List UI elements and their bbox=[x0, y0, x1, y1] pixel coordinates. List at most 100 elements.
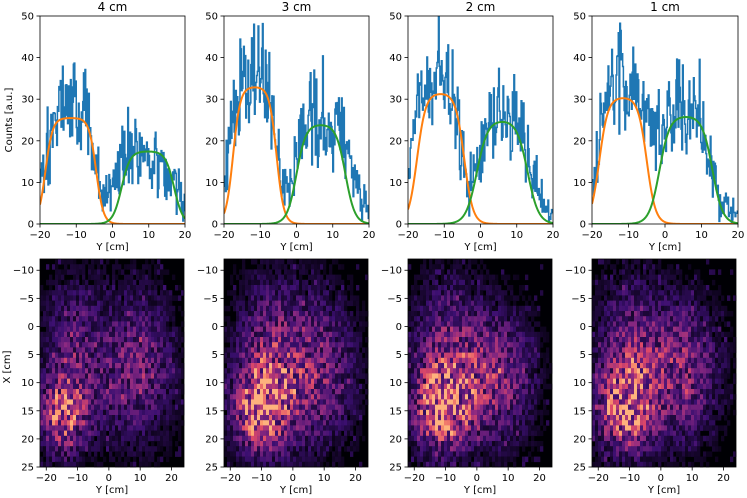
x-tick-label: −20 bbox=[588, 473, 609, 484]
y-tick-label: 15 bbox=[573, 406, 586, 417]
y-tick-label: 0 bbox=[28, 220, 34, 231]
y-tick-label: 20 bbox=[21, 136, 34, 147]
histogram-line bbox=[408, 16, 553, 224]
heatmap-cells bbox=[408, 259, 553, 468]
y-tick-label: 0 bbox=[28, 322, 34, 333]
panel-title: 1 cm bbox=[650, 0, 680, 14]
y-tick-label: 50 bbox=[21, 12, 34, 23]
x-tick-label: 10 bbox=[142, 230, 155, 241]
y-tick-label: 0 bbox=[396, 322, 402, 333]
x-tick-label: −10 bbox=[435, 473, 456, 484]
y-tick-label: 0 bbox=[580, 322, 586, 333]
y-tick-label: 25 bbox=[21, 463, 34, 474]
x-tick-label: 0 bbox=[106, 473, 112, 484]
x-axis-label: Y [cm] bbox=[463, 485, 496, 496]
x-axis-label: Y [cm] bbox=[95, 242, 128, 253]
x-tick-label: 20 bbox=[349, 473, 362, 484]
x-tick-label: −20 bbox=[581, 230, 602, 241]
heatmap-panel: −20 −10 0 10 20 −10 −5 0 5 10 15 20 25 Y [cm] bbox=[13, 258, 185, 496]
y-tick-label: 0 bbox=[396, 220, 402, 231]
x-tick-label: 20 bbox=[363, 230, 376, 241]
y-tick-label: 25 bbox=[573, 463, 586, 474]
right-fit-curve bbox=[40, 150, 185, 224]
y-tick-label: 50 bbox=[205, 12, 218, 23]
y-tick-label: 40 bbox=[205, 53, 218, 64]
y-tick-label: 30 bbox=[389, 95, 402, 106]
x-tick-label: 10 bbox=[686, 473, 699, 484]
x-tick-label: −10 bbox=[250, 230, 271, 241]
x-tick-label: 0 bbox=[293, 230, 299, 241]
heatmap-panel: −20 −10 0 10 20 −10 −5 0 5 10 15 20 25 Y [cm] bbox=[381, 258, 553, 496]
x-tick-label: −10 bbox=[434, 230, 455, 241]
y-tick-label: 40 bbox=[21, 53, 34, 64]
y-tick-label: 20 bbox=[573, 434, 586, 445]
y-tick-label: 0 bbox=[580, 220, 586, 231]
profile-panel: −20 −10 0 10 20 0 10 20 30 40 50 1 cm Y [cm] bbox=[573, 0, 744, 253]
x-axis-label: Y [cm] bbox=[279, 242, 312, 253]
x-tick-label: −20 bbox=[213, 230, 234, 241]
heatmap-panel: −20 −10 0 10 20 −10 −5 0 5 10 15 20 25 Y [cm] bbox=[197, 258, 369, 496]
y-tick-label: 10 bbox=[389, 178, 402, 189]
y-tick-label: 25 bbox=[389, 463, 402, 474]
panel-title: 2 cm bbox=[466, 0, 496, 14]
y-tick-label: −10 bbox=[565, 266, 586, 277]
x-tick-label: 10 bbox=[502, 473, 515, 484]
axes-frame bbox=[591, 258, 737, 468]
bottom-row-ylabel: X [cm] bbox=[2, 350, 13, 383]
heatmap-cells bbox=[592, 259, 737, 468]
y-tick-label: −5 bbox=[571, 294, 586, 305]
x-tick-label: 20 bbox=[165, 473, 178, 484]
y-tick-label: 0 bbox=[212, 220, 218, 231]
x-tick-label: 20 bbox=[179, 230, 192, 241]
y-tick-label: 20 bbox=[21, 434, 34, 445]
y-tick-label: 15 bbox=[389, 406, 402, 417]
histogram-line bbox=[224, 22, 369, 222]
x-tick-label: 10 bbox=[134, 473, 147, 484]
y-tick-label: −10 bbox=[13, 266, 34, 277]
x-tick-label: 20 bbox=[717, 473, 730, 484]
y-tick-label: 20 bbox=[573, 136, 586, 147]
x-tick-label: −20 bbox=[397, 230, 418, 241]
profile-panel: −20 −10 0 10 20 0 10 20 30 40 50 3 cm Y [cm] bbox=[205, 0, 375, 253]
x-tick-label: 20 bbox=[732, 230, 745, 241]
x-tick-label: −20 bbox=[220, 473, 241, 484]
x-tick-label: 0 bbox=[658, 473, 664, 484]
y-tick-label: 10 bbox=[389, 378, 402, 389]
y-tick-label: 30 bbox=[21, 95, 34, 106]
x-axis-label: Y [cm] bbox=[95, 485, 128, 496]
left-fit-curve bbox=[592, 97, 738, 224]
y-tick-label: 20 bbox=[389, 434, 402, 445]
y-tick-label: 10 bbox=[205, 378, 218, 389]
y-tick-label: −5 bbox=[203, 294, 218, 305]
y-tick-label: −10 bbox=[197, 266, 218, 277]
y-tick-label: 20 bbox=[205, 434, 218, 445]
y-tick-label: 25 bbox=[205, 463, 218, 474]
x-tick-label: 20 bbox=[533, 473, 546, 484]
y-tick-label: 10 bbox=[21, 378, 34, 389]
y-tick-label: 10 bbox=[205, 178, 218, 189]
right-fit-curve bbox=[224, 124, 369, 224]
y-tick-label: 50 bbox=[389, 12, 402, 23]
x-tick-label: −10 bbox=[251, 473, 272, 484]
x-tick-label: −20 bbox=[36, 473, 57, 484]
y-tick-label: 5 bbox=[580, 350, 586, 361]
y-tick-label: 10 bbox=[573, 378, 586, 389]
axes-frame bbox=[223, 258, 369, 468]
axes-frame bbox=[407, 258, 553, 468]
x-tick-label: −10 bbox=[67, 473, 88, 484]
heatmap-cells bbox=[224, 259, 369, 468]
y-tick-label: 5 bbox=[28, 350, 34, 361]
panel-title: 4 cm bbox=[98, 0, 128, 14]
y-tick-label: 5 bbox=[396, 350, 402, 361]
y-tick-label: 10 bbox=[21, 178, 34, 189]
left-fit-curve bbox=[408, 93, 553, 224]
y-tick-label: −5 bbox=[19, 294, 34, 305]
x-tick-label: 0 bbox=[290, 473, 296, 484]
histogram-line bbox=[40, 62, 185, 222]
y-tick-label: 20 bbox=[389, 136, 402, 147]
x-tick-label: 10 bbox=[318, 473, 331, 484]
y-tick-label: −10 bbox=[381, 266, 402, 277]
y-tick-label: 5 bbox=[212, 350, 218, 361]
axes-frame bbox=[39, 258, 185, 468]
y-tick-label: 10 bbox=[573, 178, 586, 189]
